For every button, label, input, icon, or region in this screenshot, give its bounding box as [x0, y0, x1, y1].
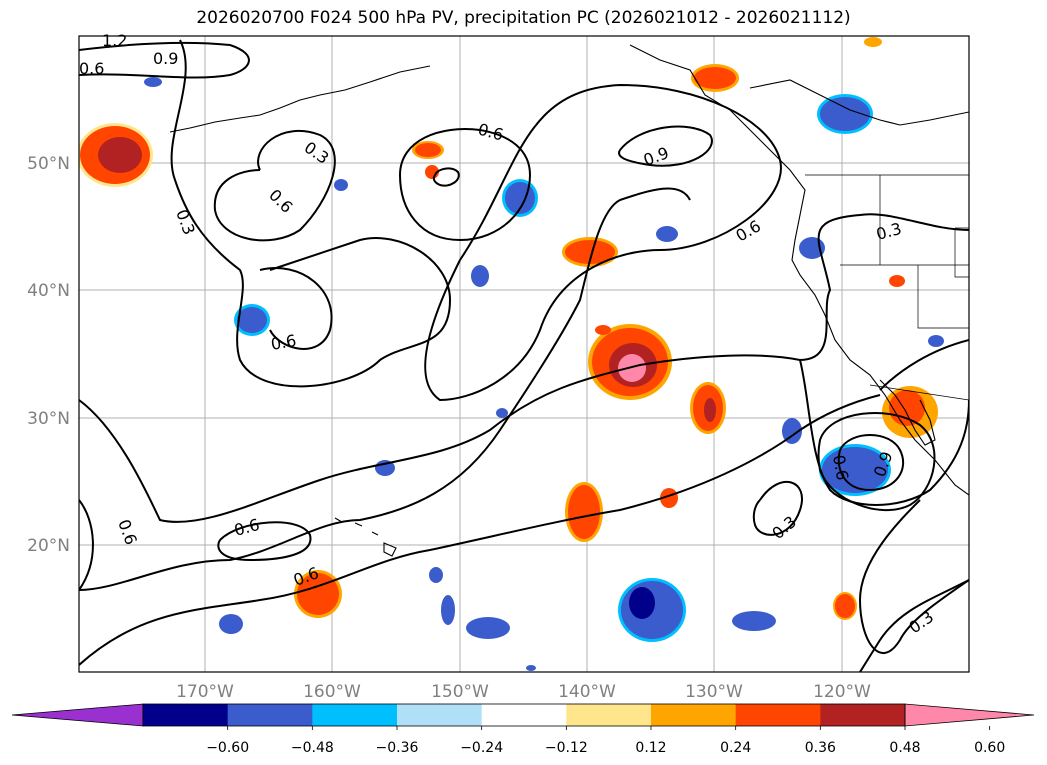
- precip-negative-blob: [928, 335, 944, 347]
- colorbar-segment: [227, 704, 313, 726]
- precip-negative-blob: [732, 611, 776, 631]
- colorbar-segment: [312, 704, 398, 726]
- longitude-tick-label: 170°W: [176, 682, 234, 702]
- latitude-tick-label: 20°N: [27, 536, 70, 556]
- colorbar: −0.60 −0.48 −0.36 −0.24 −0.12 0.12 0.24 0.36 0.4…: [11, 703, 1035, 756]
- precip-negative-blob: [496, 408, 508, 418]
- coastline-aleutians: [169, 65, 431, 133]
- colorbar-tick-label: −0.36: [376, 740, 419, 756]
- precip-negative-blob: [817, 94, 873, 134]
- longitude-tick-label: 150°W: [431, 682, 489, 702]
- precip-positive-blob: [588, 324, 672, 400]
- pv-contours: [79, 39, 969, 672]
- longitude-tick-labels: 170°W 160°W 150°W 140°W 130°W 120°W: [176, 682, 871, 702]
- precip-negative-blob: [782, 418, 802, 444]
- contour-label: 0.9: [153, 49, 178, 68]
- colorbar-tick-label: −0.48: [291, 740, 334, 756]
- precip-positive-blob: [833, 592, 857, 620]
- precip-negative-blob: [466, 617, 510, 639]
- precip-negative-blob: [471, 265, 489, 287]
- pv-contour: [618, 125, 713, 167]
- colorbar-tick-label: 0.12: [635, 740, 666, 756]
- colorbar-tick-label: 0.48: [889, 740, 920, 756]
- longitude-tick-label: 160°W: [303, 682, 361, 702]
- precip-negative-blob: [234, 304, 270, 336]
- precip-negative-blob: [618, 578, 686, 642]
- precip-positive-blob: [79, 123, 153, 187]
- precip-positive-blob: [864, 37, 882, 47]
- colorbar-extend-low: [11, 703, 144, 727]
- colorbar-tick-label: −0.24: [460, 740, 503, 756]
- pv-contour: [752, 480, 803, 536]
- state-boundaries: [805, 174, 969, 401]
- colorbar-extend-high: [904, 703, 1035, 727]
- pv-contour: [399, 128, 532, 242]
- pv-contour: [79, 187, 691, 591]
- longitude-tick-label: 130°W: [685, 682, 743, 702]
- pv-contour: [79, 394, 881, 666]
- chart-title: 2026020700 F024 500 hPa PV, precipitatio…: [196, 8, 851, 28]
- colorbar-segment: [820, 704, 906, 726]
- precip-negative-blob: [656, 226, 678, 242]
- precip-negative-blob: [429, 567, 443, 583]
- pv-contour: [858, 499, 969, 655]
- latitude-tick-label: 30°N: [27, 409, 70, 429]
- pv-contour: [79, 41, 250, 79]
- longitude-tick-label: 120°W: [813, 682, 871, 702]
- precip-positive-blob: [691, 64, 739, 92]
- longitude-tick-label: 140°W: [558, 682, 616, 702]
- colorbar-segment: [566, 704, 652, 726]
- pv-contour: [424, 83, 782, 402]
- precip-negative-blob: [441, 595, 455, 625]
- precip-positive-blob: [660, 488, 678, 508]
- precip-positive-blob: [690, 382, 726, 434]
- colorbar-segment: [735, 704, 821, 726]
- pv-contour: [432, 167, 460, 187]
- pv-contour: [170, 39, 452, 388]
- coastline-hawaii: [334, 517, 397, 557]
- contour-label: 1.2: [102, 31, 127, 50]
- colorbar-frame: [142, 703, 906, 727]
- precip-negative-blob: [334, 179, 348, 191]
- pv-contour: [859, 339, 969, 672]
- latitude-tick-labels: 50°N 40°N 30°N 20°N: [27, 154, 70, 556]
- precip-negative-blob: [144, 77, 162, 87]
- precip-negative-blob: [219, 614, 243, 634]
- contour-label: 0.6: [829, 453, 852, 481]
- pv-contour: [213, 129, 336, 242]
- contour-label: 0.6: [269, 331, 297, 354]
- colorbar-tick-label: 0.24: [720, 740, 751, 756]
- precip-negative-blob: [502, 179, 538, 217]
- map-plot-area: 1.2 0.9 0.6 0.3 0.6 0.3 0.6 0.6 0.9 0.6 …: [27, 31, 970, 702]
- colorbar-tick-label: −0.60: [206, 740, 249, 756]
- coastline-baja-california: [879, 379, 936, 446]
- precip-positive-blob: [565, 482, 603, 542]
- latitude-tick-label: 40°N: [27, 281, 70, 301]
- pv-contour: [799, 359, 969, 506]
- colorbar-tick-label: 0.60: [974, 740, 1005, 756]
- pv-contour: [837, 434, 905, 492]
- precip-negative-blob: [526, 665, 536, 671]
- colorbar-tick-label: 0.36: [805, 740, 836, 756]
- precip-positive-blob: [562, 237, 618, 267]
- pv-contour: [79, 213, 969, 523]
- coastline-alaska: [749, 79, 969, 126]
- pv-contour: [217, 521, 312, 562]
- precip-positive-blob: [889, 275, 905, 287]
- pv-contour: [259, 267, 333, 350]
- contour-label: 0.6: [79, 59, 104, 78]
- colorbar-segment: [397, 704, 483, 726]
- colorbar-segment: [651, 704, 737, 726]
- latitude-tick-label: 50°N: [27, 154, 70, 174]
- colorbar-segment: [481, 704, 567, 726]
- colorbar-tick-label: −0.12: [545, 740, 588, 756]
- colorbar-segment: [143, 704, 229, 726]
- map-frame: [78, 35, 970, 673]
- precip-positive-blob: [412, 141, 444, 159]
